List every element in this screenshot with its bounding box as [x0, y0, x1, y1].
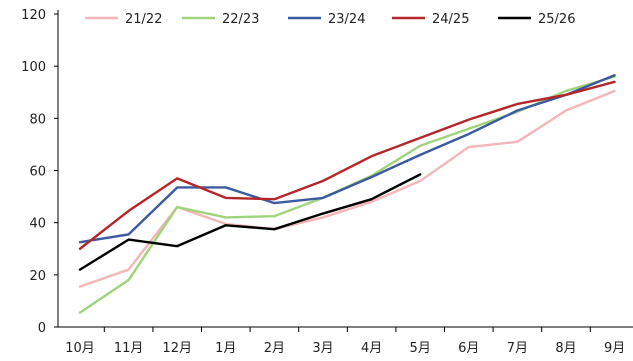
- x-tick-label: 5月: [410, 341, 431, 356]
- x-tick-label: 6月: [458, 341, 479, 356]
- legend-label: 23/24: [328, 12, 365, 27]
- legend-label: 24/25: [432, 12, 469, 27]
- legend-label: 21/22: [125, 12, 162, 27]
- y-tick-label: 40: [29, 217, 46, 232]
- y-tick-label: 120: [21, 8, 46, 23]
- series-line-24-25: [78, 80, 616, 250]
- x-tick-label: 4月: [361, 341, 382, 356]
- x-tick-label: 9月: [604, 341, 625, 356]
- x-tick-label: 12月: [162, 341, 192, 356]
- legend-label: 25/26: [538, 12, 575, 27]
- legend-label: 22/23: [222, 12, 259, 27]
- y-tick-label: 80: [29, 112, 46, 127]
- x-tick-label: 8月: [555, 341, 576, 356]
- x-tick-label: 10月: [65, 341, 95, 356]
- axes: 0 20 40 60 80 100 120 10月 11月 12月 1月 2月 3月 4月 5月 6月 7月 8月…: [21, 8, 633, 356]
- series-line-22-23: [78, 75, 616, 314]
- y-tick-label: 100: [21, 60, 46, 75]
- x-tick-label: 7月: [507, 341, 528, 356]
- series-line-25-26: [78, 173, 422, 271]
- legend: 21/22 22/23 23/24 24/25 25/26: [85, 12, 575, 27]
- x-tick-label: 1月: [215, 341, 236, 356]
- y-tick-label: 20: [29, 269, 46, 284]
- x-tick-label: 11月: [114, 341, 144, 356]
- y-tick-label: 60: [29, 165, 46, 180]
- series-group: [78, 74, 616, 314]
- x-tick-label: 3月: [312, 341, 333, 356]
- x-tick-label: 2月: [264, 341, 285, 356]
- series-line-23-24: [78, 74, 616, 244]
- y-tick-label: 0: [38, 321, 46, 336]
